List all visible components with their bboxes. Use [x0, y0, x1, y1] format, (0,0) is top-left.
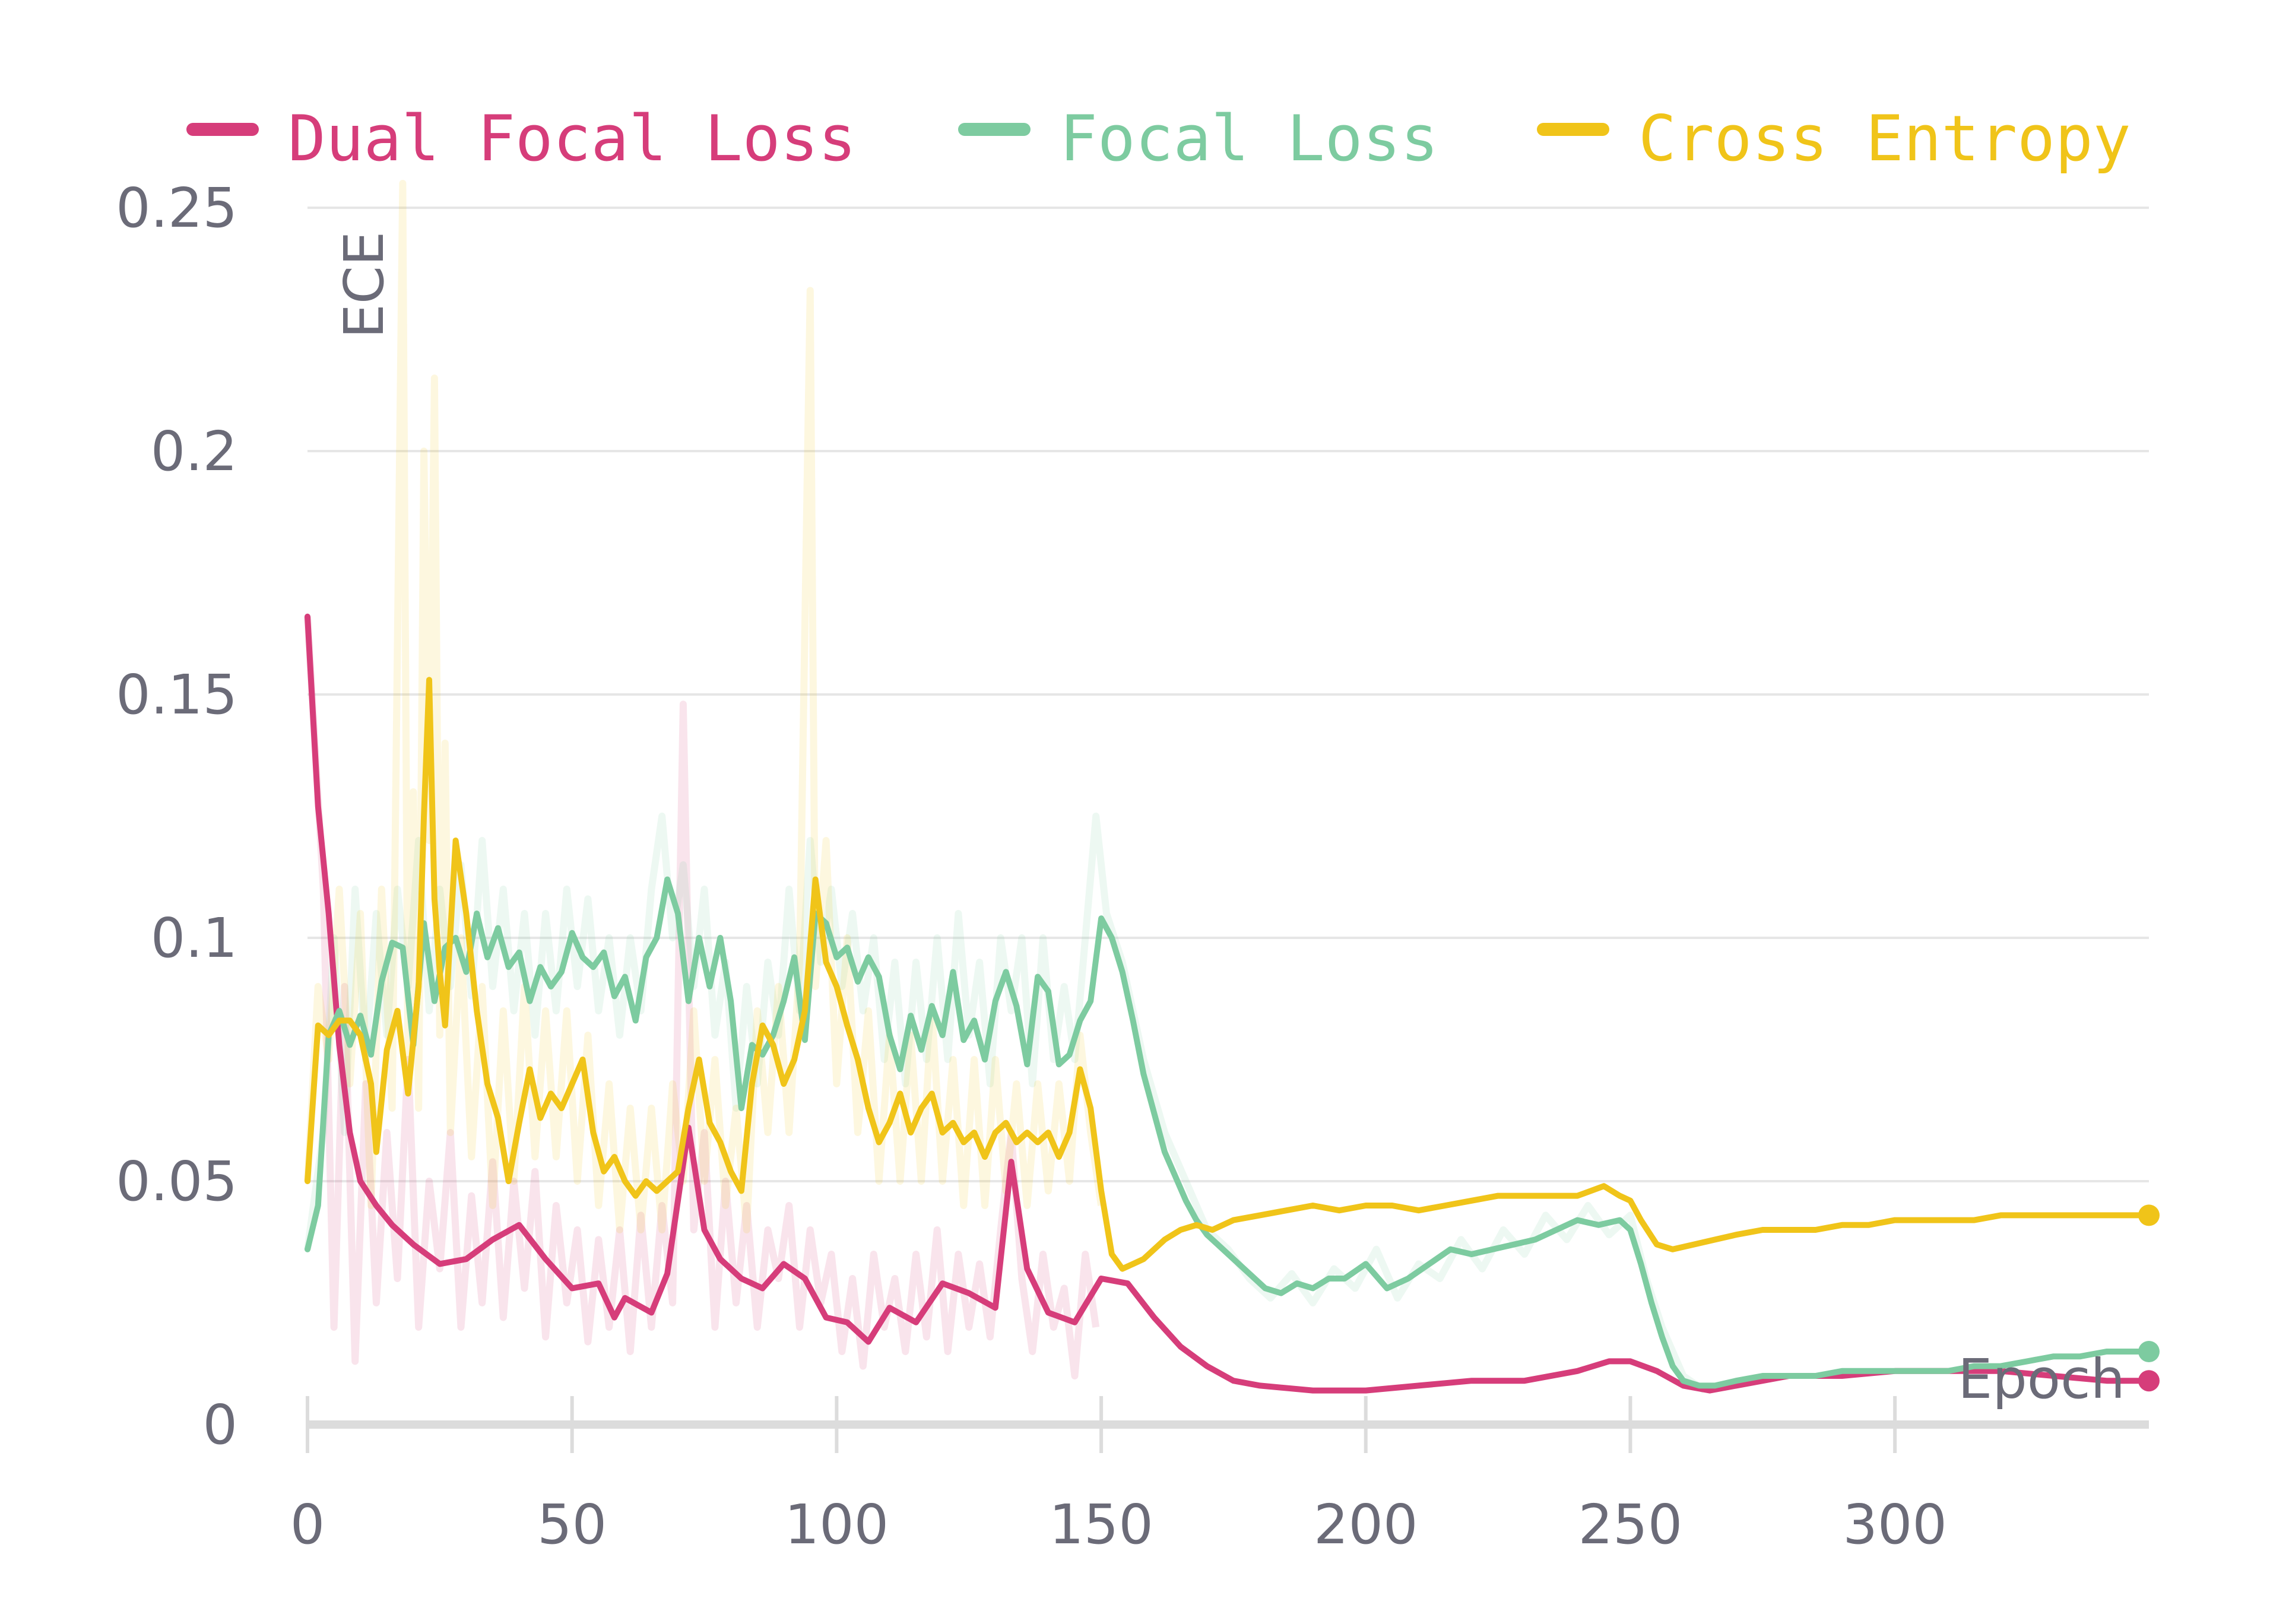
y-tick-label: 0.1 — [151, 906, 237, 970]
y-tick-label: 0.15 — [116, 663, 237, 727]
x-tick-label: 100 — [785, 1493, 889, 1556]
y-tick-label: 0 — [202, 1393, 237, 1457]
y-tick-label: 0.05 — [116, 1150, 237, 1213]
series-line — [305, 613, 2152, 1394]
y-tick-label: 0.25 — [116, 176, 237, 240]
series-line — [305, 876, 2152, 1389]
legend-entry: Dual Focal Loss — [288, 102, 856, 175]
x-axis-title: Epoch — [1958, 1347, 2125, 1411]
raw-series-line — [304, 616, 1100, 1379]
series-end-marker — [2138, 1341, 2160, 1362]
x-tick-label: 300 — [1843, 1493, 1947, 1556]
legend: Dual Focal Loss Focal Loss Cross Entropy — [186, 102, 2131, 175]
series-end-marker — [2138, 1370, 2160, 1392]
x-tick-label: 200 — [1314, 1493, 1418, 1556]
x-tick-label: 250 — [1578, 1493, 1683, 1556]
x-tick-label: 50 — [537, 1493, 607, 1556]
axes: 0 0.05 0.1 0.15 0.2 0.25 0 50 100 150 200 250 300 — [116, 176, 2149, 1556]
series-end-marker — [2138, 1204, 2160, 1226]
legend-entry: Focal Loss — [1060, 102, 1438, 175]
series-line — [305, 677, 2152, 1272]
raw-series-line — [304, 813, 1707, 1394]
y-axis-title: ECE — [332, 231, 396, 339]
y-tick-label: 0.2 — [151, 420, 237, 483]
x-tick-label: 150 — [1049, 1493, 1153, 1556]
smoothed-series-layer — [305, 613, 2160, 1394]
gridlines — [307, 207, 2149, 1182]
legend-entry: Cross Entropy — [1638, 102, 2131, 175]
x-tick-label: 0 — [290, 1493, 325, 1556]
